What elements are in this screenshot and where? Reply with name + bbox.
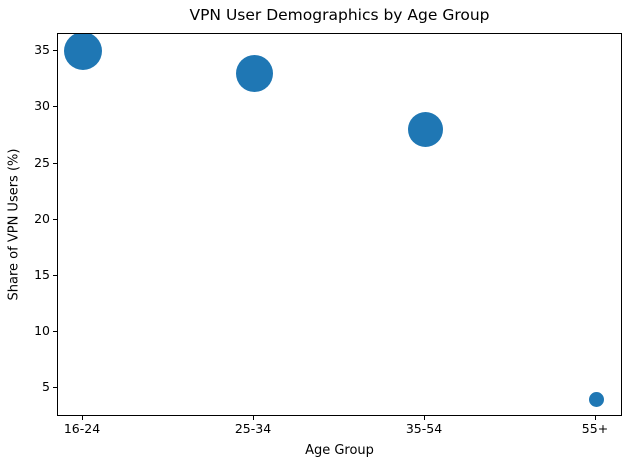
y-tick-label: 15	[34, 266, 50, 282]
y-tick-label: 30	[34, 98, 50, 114]
plot-area	[57, 33, 622, 416]
x-tick-label: 25-34	[234, 421, 272, 436]
x-axis-label: Age Group	[305, 443, 374, 458]
y-tick-mark	[53, 106, 57, 108]
y-tick-mark	[53, 162, 57, 164]
y-tick-mark	[53, 218, 57, 220]
y-tick-mark	[53, 387, 57, 389]
data-point-35-54	[407, 112, 443, 148]
y-axis-label: Share of VPN Users (%)	[6, 148, 22, 301]
x-tick-label: 55+	[581, 421, 609, 436]
y-tick-mark	[53, 274, 57, 276]
x-tick-mark	[253, 416, 254, 420]
y-tick-label: 20	[34, 210, 50, 226]
x-tick-mark	[595, 416, 596, 420]
x-tick-label: 16-24	[63, 421, 101, 436]
data-point-25-34	[235, 55, 273, 93]
x-tick-mark	[82, 416, 83, 420]
chart-title: VPN User Demographics by Age Group	[189, 6, 490, 24]
y-tick-label: 5	[42, 379, 50, 395]
y-tick-label: 10	[34, 323, 50, 339]
y-tick-label: 35	[34, 42, 50, 58]
y-tick-label: 25	[34, 154, 50, 170]
data-point-16-24	[64, 34, 102, 71]
x-tick-mark	[424, 416, 425, 420]
x-tick-label: 35-54	[405, 421, 443, 436]
data-point-55+	[588, 392, 604, 408]
y-tick-mark	[53, 331, 57, 333]
y-tick-mark	[53, 50, 57, 52]
